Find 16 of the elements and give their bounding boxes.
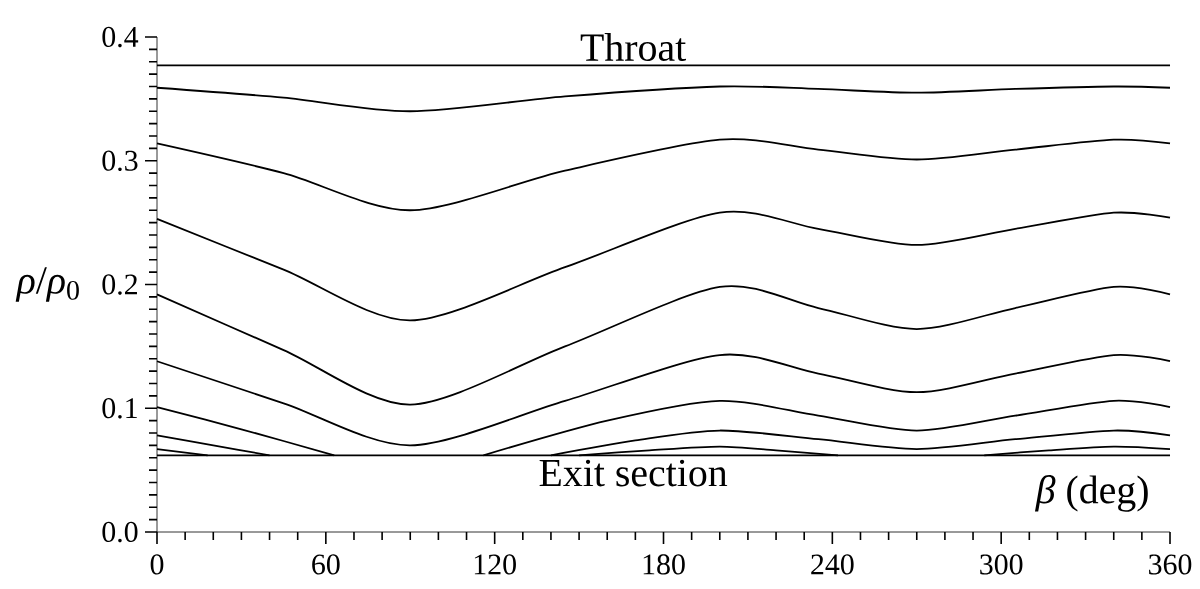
x-tick-label: 180 [643, 554, 685, 575]
y-tick-label: 0.0 [102, 521, 138, 543]
y-tick-label: 0.3 [102, 150, 138, 171]
x-tick-label: 360 [1149, 554, 1192, 575]
x-tick-label: 240 [811, 554, 854, 575]
x-tick-label: 300 [980, 554, 1023, 575]
x-tick-label: 60 [312, 554, 340, 575]
x-axis-title: β (deg) [1034, 475, 1148, 512]
y-tick-label: 0.4 [102, 26, 139, 48]
x-tick-label: 120 [474, 554, 516, 575]
y-tick-label: 0.2 [102, 274, 137, 295]
ref-line-label: Exit section [539, 459, 728, 487]
y-tick-label: 0.1 [102, 398, 137, 419]
ref-line-label: Throat [580, 33, 687, 62]
y-axis-title: ρ/ρ$_{0}$ [15, 267, 79, 302]
x-tick-label: 0 [150, 554, 164, 575]
